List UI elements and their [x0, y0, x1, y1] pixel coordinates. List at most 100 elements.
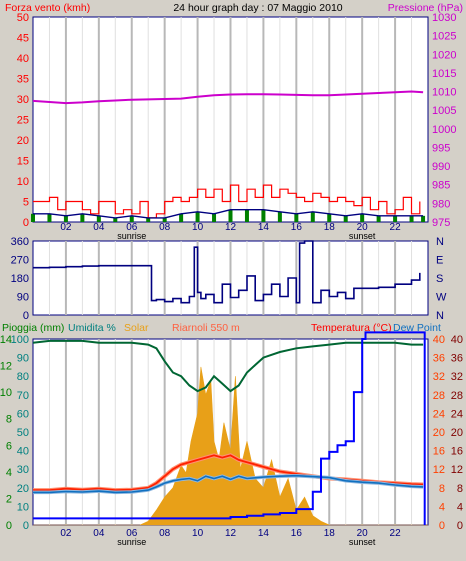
- humidity-tick-label: 30: [17, 464, 29, 476]
- wind-tick-label: 30: [17, 94, 29, 106]
- humidity-tick-label: 70: [17, 390, 29, 402]
- wind-bar: [360, 213, 365, 222]
- wind-tick-label: 25: [17, 115, 29, 127]
- pressure-tick-label: 990: [432, 161, 450, 173]
- sunrise-label: sunrise: [117, 231, 146, 241]
- dewpoint-tick-label: 40: [451, 334, 463, 346]
- hour-tick-label: 06: [126, 222, 138, 233]
- rain-tick-label: 2: [6, 493, 12, 505]
- pressure-line: [32, 90, 424, 105]
- wind-direction-line: [33, 240, 421, 304]
- wind-bar: [63, 215, 68, 222]
- wind-bar: [195, 211, 200, 222]
- hour-tick-label: 18: [324, 528, 336, 539]
- station-title: Riarnoli 550 m: [172, 322, 240, 334]
- rain-tick-label: 14: [0, 334, 12, 346]
- direction-compass-label: N: [436, 236, 444, 248]
- hour-tick-label: 10: [192, 528, 204, 539]
- temp-tick-label: 24: [433, 408, 445, 420]
- temp-tick-label: 8: [439, 483, 445, 495]
- hour-tick-label: 02: [60, 528, 72, 539]
- humidity-tick-label: 20: [17, 483, 29, 495]
- solar-area: [33, 366, 428, 526]
- wind-bar: [179, 213, 184, 222]
- wind-axis-title: Forza vento (kmh): [5, 2, 90, 14]
- direction-tick-label: 180: [11, 273, 29, 285]
- hour-tick-label: 04: [93, 222, 105, 233]
- wind-bar: [146, 217, 151, 222]
- wind-tick-label: 0: [23, 217, 29, 229]
- dewpoint-tick-label: 16: [451, 446, 463, 458]
- direction-compass-label: N: [436, 310, 444, 322]
- rain-tick-label: 6: [6, 440, 12, 452]
- wind-bar: [47, 213, 52, 222]
- direction-series: [33, 240, 421, 304]
- wind-tick-label: 50: [17, 12, 29, 24]
- pressure-tick-label: 980: [432, 198, 450, 210]
- wind-grid: [48, 17, 413, 222]
- dewpoint-title: Dew Point: [393, 322, 441, 334]
- hour-tick-label: 16: [291, 528, 303, 539]
- pressure-tick-label: 1010: [432, 87, 456, 99]
- pressure-tick-label: 975: [432, 217, 450, 229]
- dewpoint-tick-label: 24: [451, 408, 463, 420]
- temp-tick-label: 32: [433, 371, 445, 383]
- sunrise-label: sunrise: [117, 537, 146, 547]
- wind-bar: [343, 215, 348, 222]
- direction-tick-label: 360: [11, 236, 29, 248]
- lower-series: [32, 331, 428, 526]
- pressure-tick-label: 1020: [432, 49, 456, 61]
- humidity-axis-title: Umidita %: [68, 322, 116, 334]
- pressure-tick-label: 1000: [432, 124, 456, 136]
- direction-tick-label: 0: [23, 310, 29, 322]
- wind-bar: [212, 213, 217, 222]
- direction-compass-label: S: [436, 273, 443, 285]
- direction-compass-label: W: [436, 292, 447, 304]
- wind-bar: [162, 217, 167, 222]
- hour-tick-label: 04: [93, 528, 105, 539]
- humidity-tick-label: 90: [17, 353, 29, 365]
- direction-compass-label: E: [436, 255, 443, 267]
- hour-tick-label: 08: [159, 222, 171, 233]
- hour-tick-label: 18: [324, 222, 336, 233]
- hour-tick-label: 12: [225, 222, 237, 233]
- temp-tick-label: 16: [433, 446, 445, 458]
- hour-tick-label: 10: [192, 222, 204, 233]
- wind-tick-label: 10: [17, 176, 29, 188]
- wind-bar: [277, 211, 282, 222]
- rain-tick-label: 12: [0, 361, 12, 373]
- temp-tick-label: 28: [433, 390, 445, 402]
- wind-bar: [421, 215, 426, 222]
- pressure-tick-label: 985: [432, 180, 450, 192]
- dewpoint-tick-label: 36: [451, 353, 463, 365]
- pressure-tick-label: 995: [432, 142, 450, 154]
- rain-tick-label: 10: [0, 387, 12, 399]
- rain-tick-label: 4: [6, 467, 12, 479]
- wind-bar: [129, 215, 134, 222]
- wind-tick-label: 5: [23, 197, 29, 209]
- wind-tick-label: 45: [17, 33, 29, 45]
- humidity-tick-label: 80: [17, 371, 29, 383]
- rain-tick-label: 0: [6, 520, 12, 532]
- hour-tick-label: 12: [225, 528, 237, 539]
- wind-tick-label: 15: [17, 156, 29, 168]
- pressure-tick-label: 1025: [432, 31, 456, 43]
- pressure-axis-title: Pressione (hPa): [388, 2, 463, 14]
- temp-tick-label: 40: [433, 334, 445, 346]
- wind-bar: [96, 215, 101, 222]
- lower-grid: [48, 339, 413, 525]
- wind-tick-label: 20: [17, 135, 29, 147]
- dewpoint-tick-label: 12: [451, 464, 463, 476]
- dewpoint-tick-label: 4: [457, 501, 463, 513]
- direction-tick-label: 90: [17, 292, 29, 304]
- humidity-tick-label: 50: [17, 427, 29, 439]
- wind-bar: [310, 211, 315, 222]
- sunset-label: sunset: [349, 231, 376, 241]
- wind-bar: [228, 209, 233, 222]
- temp-tick-label: 12: [433, 464, 445, 476]
- humidity-tick-label: 0: [23, 520, 29, 532]
- temp-tick-label: 20: [433, 427, 445, 439]
- humidity-tick-label: 100: [11, 334, 29, 346]
- rain-axis-title: Pioggia (mm): [2, 322, 64, 334]
- wind-bar: [294, 213, 299, 222]
